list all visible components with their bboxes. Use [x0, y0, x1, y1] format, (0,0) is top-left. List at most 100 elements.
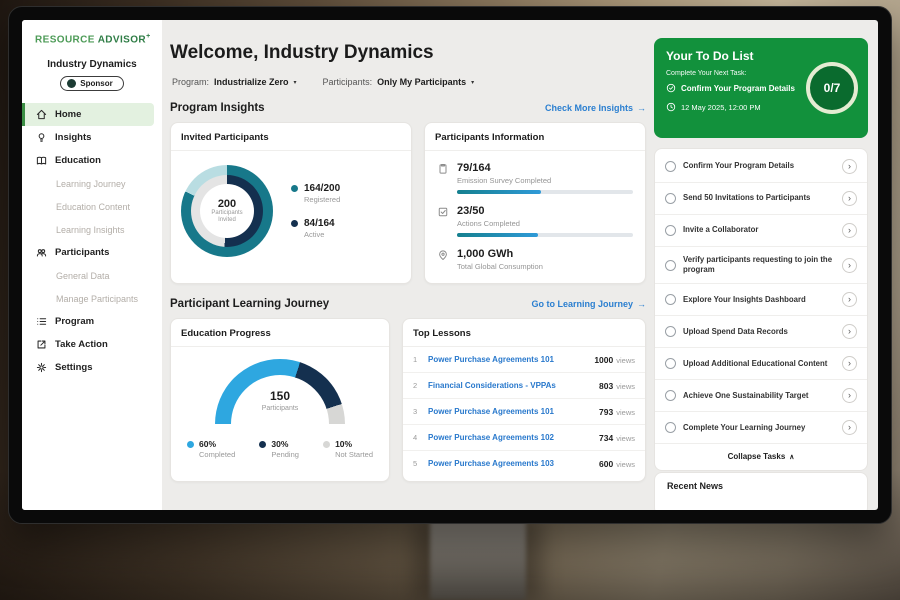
stat-label: Total Global Consumption [457, 262, 543, 271]
sidebar-item-label: Education [55, 155, 101, 167]
program-insights-header: Program Insights Check More Insights → [170, 102, 646, 114]
sidebar-item-insights[interactable]: Insights [22, 126, 162, 149]
sidebar-item-program[interactable]: Program [22, 310, 162, 333]
recent-news-title: Recent News [667, 481, 724, 491]
go-to-learning-journey-link[interactable]: Go to Learning Journey → [531, 299, 646, 309]
task-label: Achieve One Sustainability Target [683, 390, 809, 400]
stat-value: 79/164 [457, 162, 491, 174]
sidebar-item-take-action[interactable]: Take Action [22, 333, 162, 356]
chevron-right-icon[interactable]: › [842, 191, 857, 206]
donut-center-value: 200 [217, 197, 237, 210]
task-label: Confirm Your Program Details [683, 161, 795, 171]
stat-actions-completed: 23/50 Actions Completed [437, 205, 633, 237]
sponsor-icon [67, 79, 77, 89]
check-more-insights-link[interactable]: Check More Insights → [545, 103, 646, 113]
task-label: Upload Additional Educational Content [683, 358, 828, 368]
lesson-rank: 2 [413, 381, 418, 390]
chevron-right-icon[interactable]: › [842, 292, 857, 308]
task-row-achieve-target[interactable]: Achieve One Sustainability Target › [655, 380, 867, 413]
donut-center: 200 Participants Invited [200, 184, 254, 238]
stat-emission-survey: 79/164 Emission Survey Completed [437, 162, 633, 194]
lesson-views: 1000 views [594, 354, 635, 365]
task-checkbox[interactable] [665, 259, 676, 271]
settings-icon [36, 362, 47, 373]
lesson-rank: 5 [413, 459, 418, 468]
sidebar-item-label: Learning Journey [56, 178, 126, 189]
gauge-center-label: Participants [261, 405, 299, 412]
lesson-link[interactable]: Power Purchase Agreements 101 [428, 407, 554, 416]
task-checkbox[interactable] [665, 422, 676, 434]
legend-item-pending: 30% Pending [259, 439, 299, 459]
task-label: Send 50 Invitations to Participants [683, 193, 811, 203]
sidebar-item-education[interactable]: Education [22, 149, 162, 172]
sidebar-item-home[interactable]: Home [22, 103, 154, 127]
task-checkbox[interactable] [665, 326, 676, 338]
lesson-link[interactable]: Power Purchase Agreements 102 [428, 433, 554, 442]
sponsor-label: Sponsor [80, 79, 113, 89]
participants-filter-value: Only My Participants [377, 77, 467, 87]
logo-primary: RESOURCE [35, 34, 95, 46]
progress-bar-fill [457, 190, 542, 194]
filters-row: Program: Industrialize Zero ▾ Participan… [172, 77, 474, 87]
legend-dot [291, 185, 298, 192]
task-row-upload-spend-data[interactable]: Upload Spend Data Records › [655, 316, 867, 349]
task-row-confirm-program[interactable]: Confirm Your Program Details › [655, 151, 867, 183]
chevron-right-icon[interactable]: › [842, 223, 857, 238]
donut-center-label: Participants Invited [211, 209, 243, 223]
chevron-right-icon[interactable]: › [842, 388, 857, 404]
legend-item-not-started: 10% Not Started [323, 439, 373, 459]
task-row-invite-collaborator[interactable]: Invite a Collaborator › [655, 215, 867, 247]
program-insights-title: Program Insights [170, 102, 265, 114]
chevron-right-icon[interactable]: › [842, 324, 857, 340]
task-row-upload-educational-content[interactable]: Upload Additional Educational Content › [655, 348, 867, 381]
participants-filter[interactable]: Participants: Only My Participants ▾ [323, 77, 475, 87]
page-title: Welcome, Industry Dynamics [170, 42, 434, 63]
task-checkbox[interactable] [665, 161, 676, 172]
todo-progress-value: 0/7 [823, 81, 841, 95]
sidebar-item-label: Education Content [56, 201, 131, 212]
program-filter-label: Program: [172, 77, 210, 87]
legend-label: Completed [199, 450, 236, 459]
learning-journey-title: Participant Learning Journey [170, 298, 330, 310]
task-row-verify-participants[interactable]: Verify participants requesting to join t… [655, 247, 867, 285]
sidebar-item-label: Manage Participants [56, 293, 139, 304]
program-filter[interactable]: Program: Industrialize Zero ▾ [172, 77, 297, 87]
sidebar-item-participants[interactable]: Participants [22, 241, 162, 264]
invited-participants-card: Invited Participants 200 Participants In… [170, 122, 412, 284]
chevron-right-icon[interactable]: › [842, 159, 857, 174]
sidebar-item-label: Learning Insights [56, 224, 125, 235]
gauge-legend: 60% Completed 30% Pending 10% Not Starte… [171, 425, 389, 459]
lesson-views: 803 views [599, 380, 635, 391]
take-action-icon [36, 339, 47, 350]
sidebar-item-general-data[interactable]: General Data [22, 264, 162, 287]
lesson-link[interactable]: Power Purchase Agreements 103 [428, 459, 554, 468]
task-row-explore-insights[interactable]: Explore Your Insights Dashboard › [655, 284, 867, 317]
lesson-link[interactable]: Financial Considerations - VPPAs [428, 381, 556, 390]
sidebar-item-settings[interactable]: Settings [22, 356, 162, 379]
task-row-complete-learning-journey[interactable]: Complete Your Learning Journey › [655, 412, 867, 445]
task-row-send-invitations[interactable]: Send 50 Invitations to Participants › [655, 183, 867, 215]
todo-next-task[interactable]: Confirm Your Program Details [666, 83, 801, 93]
lesson-row: 5 Power Purchase Agreements 103 600 views [403, 451, 645, 476]
task-checkbox[interactable] [665, 225, 676, 236]
task-checkbox[interactable] [665, 193, 676, 204]
chevron-right-icon[interactable]: › [842, 257, 857, 273]
sidebar-item-learning-insights[interactable]: Learning Insights [22, 218, 162, 241]
chevron-right-icon[interactable]: › [842, 420, 857, 436]
task-checkbox[interactable] [665, 358, 676, 370]
resource-advisor-logo: RESOURCE ADVISOR+ [35, 33, 162, 45]
sponsor-badge[interactable]: Sponsor [60, 76, 124, 92]
task-checkbox[interactable] [665, 294, 676, 306]
survey-icon [437, 162, 449, 194]
collapse-tasks-button[interactable]: Collapse Tasks ∧ [655, 444, 867, 468]
sidebar-item-manage-participants[interactable]: Manage Participants [22, 287, 162, 310]
sidebar-nav: Home Insights Education Learning Journey… [22, 103, 162, 379]
sidebar-item-label: General Data [56, 270, 110, 281]
card-title: Invited Participants [171, 123, 411, 151]
task-checkbox[interactable] [665, 390, 676, 402]
chevron-right-icon[interactable]: › [842, 356, 857, 372]
lesson-link[interactable]: Power Purchase Agreements 101 [428, 355, 554, 364]
sidebar-item-education-content[interactable]: Education Content [22, 195, 162, 218]
sidebar-item-learning-journey[interactable]: Learning Journey [22, 172, 162, 195]
legend-dot [291, 220, 298, 227]
